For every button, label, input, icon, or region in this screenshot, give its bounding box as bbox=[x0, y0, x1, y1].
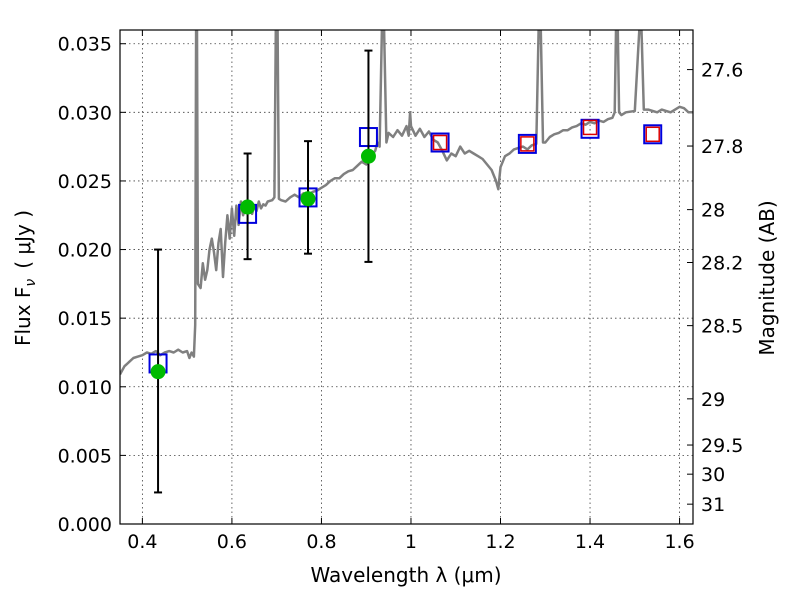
axis-ticks: 0.4 0.6 0.8 1 1.2 1.4 1.6 0.000 0.005 0.010 0.015 0… bbox=[58, 30, 743, 553]
y2-tick-label: 28.5 bbox=[701, 316, 743, 338]
x-tick-label: 1.4 bbox=[575, 531, 605, 553]
y2-axis-label: Magnitude (AB) bbox=[755, 200, 779, 355]
x-tick-label: 1.6 bbox=[664, 531, 694, 553]
y-axis-label-subscript: ν bbox=[23, 279, 39, 287]
y2-tick-label: 28 bbox=[701, 200, 725, 222]
x-tick-label: 1.2 bbox=[485, 531, 515, 553]
y2-tick-label: 27.8 bbox=[701, 136, 743, 158]
y-tick-label: 0.015 bbox=[58, 308, 112, 330]
observed-photometry-point bbox=[150, 364, 166, 380]
spectrum-line bbox=[120, 30, 693, 376]
y-axis-label-text: Flux F bbox=[11, 287, 35, 346]
y2-tick-label: 29 bbox=[701, 389, 725, 411]
y2-tick-label: 30 bbox=[701, 464, 725, 486]
x-tick-label: 0.6 bbox=[217, 531, 247, 553]
y-tick-label: 0.025 bbox=[58, 171, 112, 193]
x-tick-label: 0.8 bbox=[306, 531, 336, 553]
y-tick-label: 0.020 bbox=[58, 240, 112, 262]
model-photometry-inner-box bbox=[645, 126, 660, 143]
y-tick-label: 0.035 bbox=[58, 34, 112, 56]
x-tick-label: 0.4 bbox=[127, 531, 157, 553]
model-photometry-box bbox=[517, 133, 537, 154]
observed-photometry-point bbox=[360, 148, 376, 164]
plot-frame bbox=[119, 29, 694, 525]
x-axis-label: Wavelength λ (μm) bbox=[310, 563, 501, 587]
model-photometry-box bbox=[643, 124, 663, 145]
model-photometry-inner-box bbox=[520, 136, 535, 152]
model-photometry-inner-box bbox=[582, 119, 598, 136]
x-tick-label: 1 bbox=[405, 531, 417, 553]
observed-photometry-point bbox=[300, 191, 316, 207]
y-axis-label: Flux Fν ( μJy ) bbox=[11, 210, 39, 346]
plot-area bbox=[120, 30, 693, 494]
y-axis-label-units: ( μJy ) bbox=[11, 210, 35, 269]
y2-tick-label: 28.2 bbox=[701, 253, 743, 275]
y2-tick-label: 31 bbox=[701, 494, 725, 516]
y2-tick-label: 29.5 bbox=[701, 435, 743, 457]
y-tick-label: 0.010 bbox=[58, 377, 112, 399]
y-tick-label: 0.030 bbox=[58, 102, 112, 124]
model-photometry-box bbox=[430, 132, 450, 153]
y-tick-label: 0.000 bbox=[58, 514, 112, 536]
y-tick-label: 0.005 bbox=[58, 445, 112, 467]
y2-tick-label: 27.6 bbox=[701, 60, 743, 82]
model-photometry-inner-box bbox=[432, 134, 448, 151]
observed-photometry-point bbox=[240, 199, 256, 215]
